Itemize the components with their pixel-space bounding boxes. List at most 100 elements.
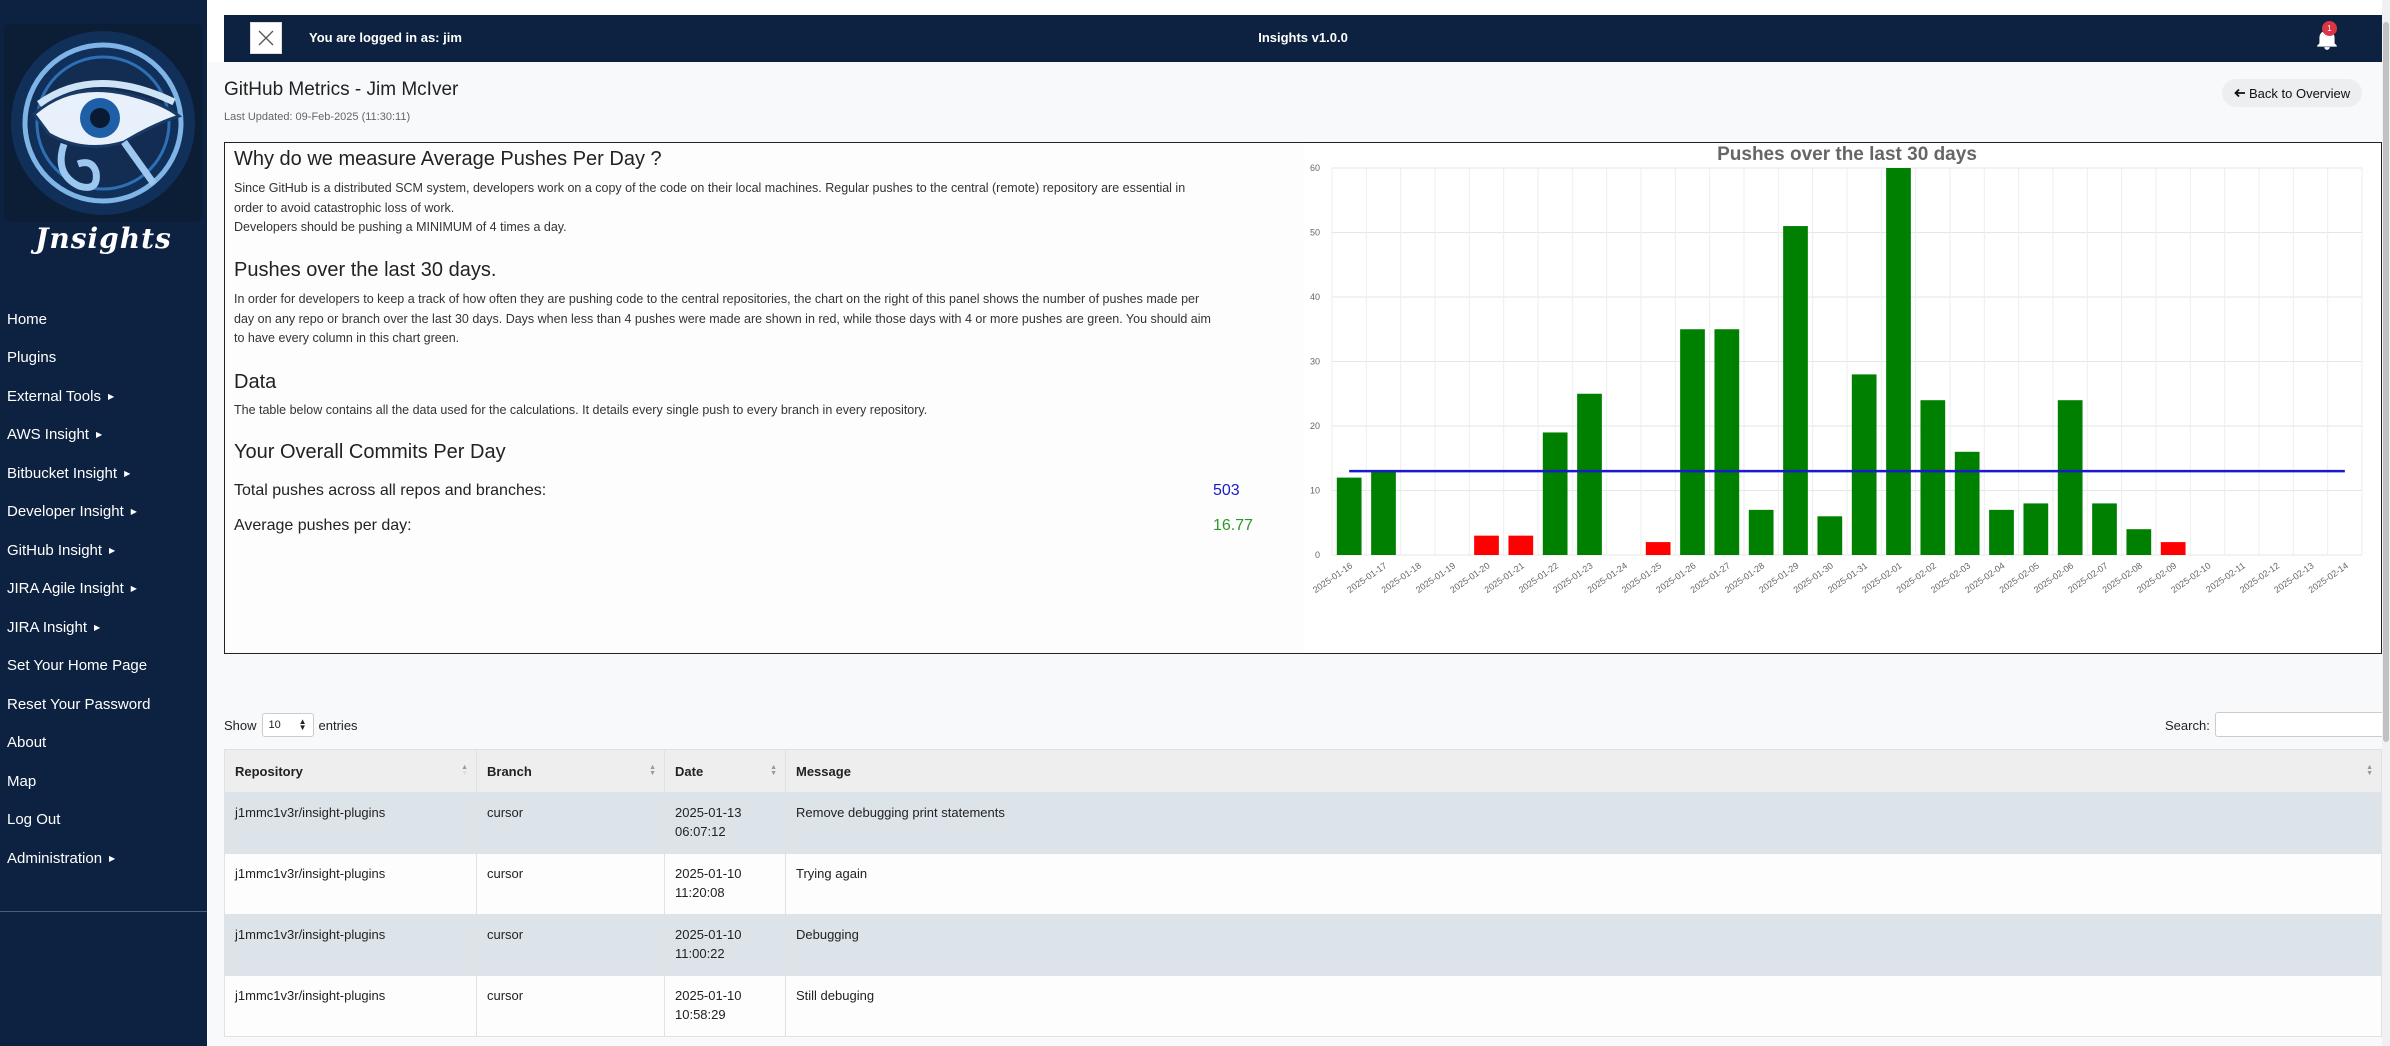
sidebar-item-aws-insight[interactable]: AWS Insight ▶ bbox=[0, 416, 207, 455]
sidebar-item-github-insight[interactable]: GitHub Insight ▶ bbox=[0, 531, 207, 570]
column-label: Date bbox=[675, 763, 704, 779]
heading-data: Data bbox=[234, 371, 277, 393]
sidebar-item-jira-insight[interactable]: JIRA Insight ▶ bbox=[0, 608, 207, 647]
sidebar-item-log-out[interactable]: Log Out bbox=[0, 801, 207, 840]
sidebar-item-label: Set Your Home Page bbox=[7, 657, 148, 675]
arrow-left-icon bbox=[2234, 88, 2245, 98]
sidebar-item-about[interactable]: About bbox=[0, 724, 207, 763]
paragraph-why-min: Developers should be pushing a MINIMUM o… bbox=[234, 220, 567, 235]
table-row[interactable]: j1mmc1v3r/insight-plugins cursor 2025-01-1… bbox=[224, 975, 2382, 1037]
message-cell: Trying again bbox=[785, 853, 2382, 915]
sidebar-item-plugins[interactable]: Plugins bbox=[0, 339, 207, 378]
caret-right-icon: ▶ bbox=[124, 468, 131, 478]
bar-2025-01-22 bbox=[1542, 432, 1568, 555]
table-row[interactable]: j1mmc1v3r/insight-plugins cursor 2025-01-1… bbox=[224, 792, 2382, 854]
y-tick-label: 60 bbox=[1310, 163, 1320, 173]
column-header-date[interactable]: Date ▲ ▼ bbox=[664, 749, 786, 793]
date-value: 2025-01-10 bbox=[675, 988, 742, 1003]
column-label: Message bbox=[796, 763, 851, 779]
entries-control: Show 10 ▲ ▼ entries bbox=[224, 713, 358, 737]
bar-2025-01-16 bbox=[1336, 477, 1362, 555]
sidebar-item-home[interactable]: Home bbox=[0, 300, 207, 339]
caret-right-icon: ▶ bbox=[95, 430, 103, 440]
heading-pushes: Pushes over the last 30 days. bbox=[234, 259, 497, 281]
sidebar-item-label: About bbox=[7, 734, 47, 752]
caret-right-icon: ▶ bbox=[109, 853, 116, 863]
bar-2025-02-04 bbox=[1989, 509, 2014, 555]
last-updated: Last Updated: 09-Feb-2025 (11:30:11) bbox=[224, 111, 411, 123]
time-value: 10:58:29 bbox=[675, 1007, 726, 1022]
bar-2025-02-02 bbox=[1920, 400, 1946, 555]
sidebar-item-bitbucket-insight[interactable]: Bitbucket Insight ▶ bbox=[0, 454, 207, 493]
y-tick-label: 30 bbox=[1310, 357, 1320, 367]
message-cell: Still debuging bbox=[785, 975, 2382, 1037]
scrollbar-thumb[interactable] bbox=[2383, 22, 2389, 742]
bar-2025-02-08 bbox=[2126, 529, 2152, 555]
bar-2025-02-03 bbox=[1954, 451, 1980, 555]
page-scrollbar[interactable] bbox=[2382, 0, 2390, 1046]
search-label: Search: bbox=[2165, 718, 2210, 733]
back-button-label: Back to Overview bbox=[2249, 85, 2351, 101]
sidebar-item-label: Home bbox=[7, 310, 48, 328]
search-input[interactable] bbox=[2215, 712, 2385, 737]
y-tick-label: 0 bbox=[1315, 550, 1320, 560]
entries-label: entries bbox=[318, 717, 358, 733]
sidebar-item-label: AWS Insight bbox=[7, 426, 89, 444]
app-title: Insights v1.0.0 bbox=[1258, 30, 1348, 45]
average-pushes-value: 16.77 bbox=[1213, 517, 1254, 534]
main-content: GitHub Metrics - Jim McIver Last Updated… bbox=[208, 62, 2385, 1046]
sidebar-item-external-tools[interactable]: External Tools ▶ bbox=[0, 377, 207, 416]
date-cell: 2025-01-13 06:07:12 bbox=[664, 792, 786, 854]
table-row[interactable]: j1mmc1v3r/insight-plugins cursor 2025-01-1… bbox=[224, 853, 2382, 915]
entries-select[interactable]: 10 ▲ ▼ bbox=[261, 713, 314, 737]
column-label: Branch bbox=[487, 763, 532, 779]
bar-2025-02-07 bbox=[2092, 503, 2117, 555]
bar-2025-02-01 bbox=[1886, 168, 1911, 555]
total-pushes-label: Total pushes across all repos and branch… bbox=[234, 482, 547, 499]
branch-cell: cursor bbox=[476, 975, 665, 1037]
pushes-table: Repository ▲ ▼ Branch ▲ ▼ Date ▲ ▼ Message ▲ ▼ j… bbox=[224, 749, 2382, 1037]
bar-2025-01-27 bbox=[1714, 329, 1740, 555]
sidebar-item-label: Log Out bbox=[7, 811, 61, 829]
bar-2025-01-25 bbox=[1645, 542, 1671, 555]
y-tick-label: 50 bbox=[1310, 228, 1320, 238]
bar-2025-01-21 bbox=[1508, 535, 1534, 555]
column-header-message[interactable]: Message ▲ ▼ bbox=[785, 749, 2382, 793]
date-value: 2025-01-13 bbox=[675, 805, 742, 820]
show-label: Show bbox=[224, 717, 257, 733]
info-panel: Why do we measure Average Pushes Per Day… bbox=[224, 142, 1305, 654]
sidebar-item-label: GitHub Insight bbox=[7, 541, 103, 559]
column-header-repository[interactable]: Repository ▲ ▼ bbox=[224, 749, 477, 793]
sort-asc-icon: ▲ ▼ bbox=[461, 764, 468, 777]
sort-icon: ▲ ▼ bbox=[770, 764, 777, 777]
time-value: 11:00:22 bbox=[675, 946, 725, 961]
insights-logo[interactable] bbox=[4, 24, 202, 222]
select-arrows-icon: ▲ ▼ bbox=[298, 717, 307, 732]
repository-cell: j1mmc1v3r/insight-plugins bbox=[224, 975, 477, 1037]
back-to-overview-button[interactable]: Back to Overview bbox=[2222, 79, 2363, 107]
heading-why: Why do we measure Average Pushes Per Day… bbox=[234, 148, 662, 170]
column-header-branch[interactable]: Branch ▲ ▼ bbox=[476, 749, 665, 793]
sidebar-item-set-your-home-page[interactable]: Set Your Home Page bbox=[0, 647, 207, 686]
message-cell: Remove debugging print statements bbox=[785, 792, 2382, 854]
date-cell: 2025-01-10 11:00:22 bbox=[664, 914, 786, 976]
sidebar-item-map[interactable]: Map bbox=[0, 762, 207, 801]
paragraph-why-text: Since GitHub is a distributed SCM system… bbox=[234, 181, 1186, 215]
table-row[interactable]: j1mmc1v3r/insight-plugins cursor 2025-01-1… bbox=[224, 914, 2382, 976]
sidebar-item-label: Administration bbox=[7, 849, 103, 867]
sidebar-item-administration[interactable]: Administration ▶ bbox=[0, 839, 207, 878]
total-pushes-value: 503 bbox=[1213, 482, 1240, 499]
y-tick-label: 40 bbox=[1310, 292, 1320, 302]
sidebar-divider bbox=[0, 911, 207, 912]
sidebar-item-reset-your-password[interactable]: Reset Your Password bbox=[0, 685, 207, 724]
time-value: 11:20:08 bbox=[675, 885, 725, 900]
bar-2025-01-28 bbox=[1748, 509, 1774, 555]
pushes-chart: Pushes over the last 30 days 0 10 20 30 40 50 6… bbox=[1310, 144, 2363, 595]
sidebar-item-label: Reset Your Password bbox=[7, 695, 151, 713]
sidebar-item-jira-agile-insight[interactable]: JIRA Agile Insight ▶ bbox=[0, 570, 207, 609]
date-cell: 2025-01-10 10:58:29 bbox=[664, 975, 786, 1037]
sidebar-item-label: JIRA Agile Insight bbox=[7, 580, 124, 598]
close-sidebar-button[interactable] bbox=[250, 22, 282, 54]
bar-2025-01-17 bbox=[1371, 471, 1396, 555]
sidebar-item-developer-insight[interactable]: Developer Insight ▶ bbox=[0, 493, 207, 532]
